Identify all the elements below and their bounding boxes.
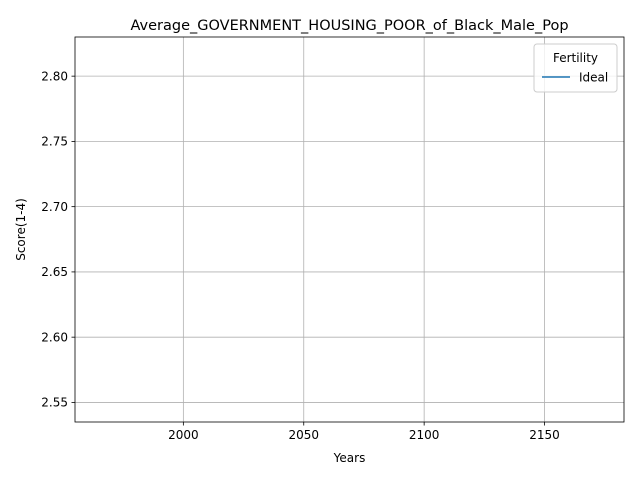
x-axis-label: Years (333, 451, 366, 465)
y-tick-label: 2.60 (41, 330, 68, 344)
y-tick-label: 2.55 (41, 396, 68, 410)
y-tick-label: 2.80 (41, 69, 68, 83)
grid-lines (75, 37, 624, 422)
legend-box (533, 43, 618, 93)
plot-area (74, 36, 625, 423)
x-tick-label: 2100 (409, 428, 440, 442)
legend: Fertility Ideal (533, 43, 618, 93)
x-tick-label: 2050 (288, 428, 319, 442)
legend-label-ideal: Ideal (579, 71, 608, 85)
y-tick-label: 2.70 (41, 200, 68, 214)
y-axis-ticks: 2.55 2.60 2.65 2.70 2.75 2.80 (41, 69, 75, 410)
chart-title: Average_GOVERNMENT_HOUSING_POOR_of_Black… (130, 18, 568, 34)
y-axis-label: Score(1-4) (14, 198, 28, 261)
x-tick-label: 2150 (529, 428, 560, 442)
legend-title: Fertility (553, 51, 598, 65)
x-tick-label: 2000 (168, 428, 199, 442)
x-axis-ticks: 2000 2050 2100 2150 (168, 422, 560, 442)
y-tick-label: 2.75 (41, 135, 68, 149)
y-tick-label: 2.65 (41, 265, 68, 279)
